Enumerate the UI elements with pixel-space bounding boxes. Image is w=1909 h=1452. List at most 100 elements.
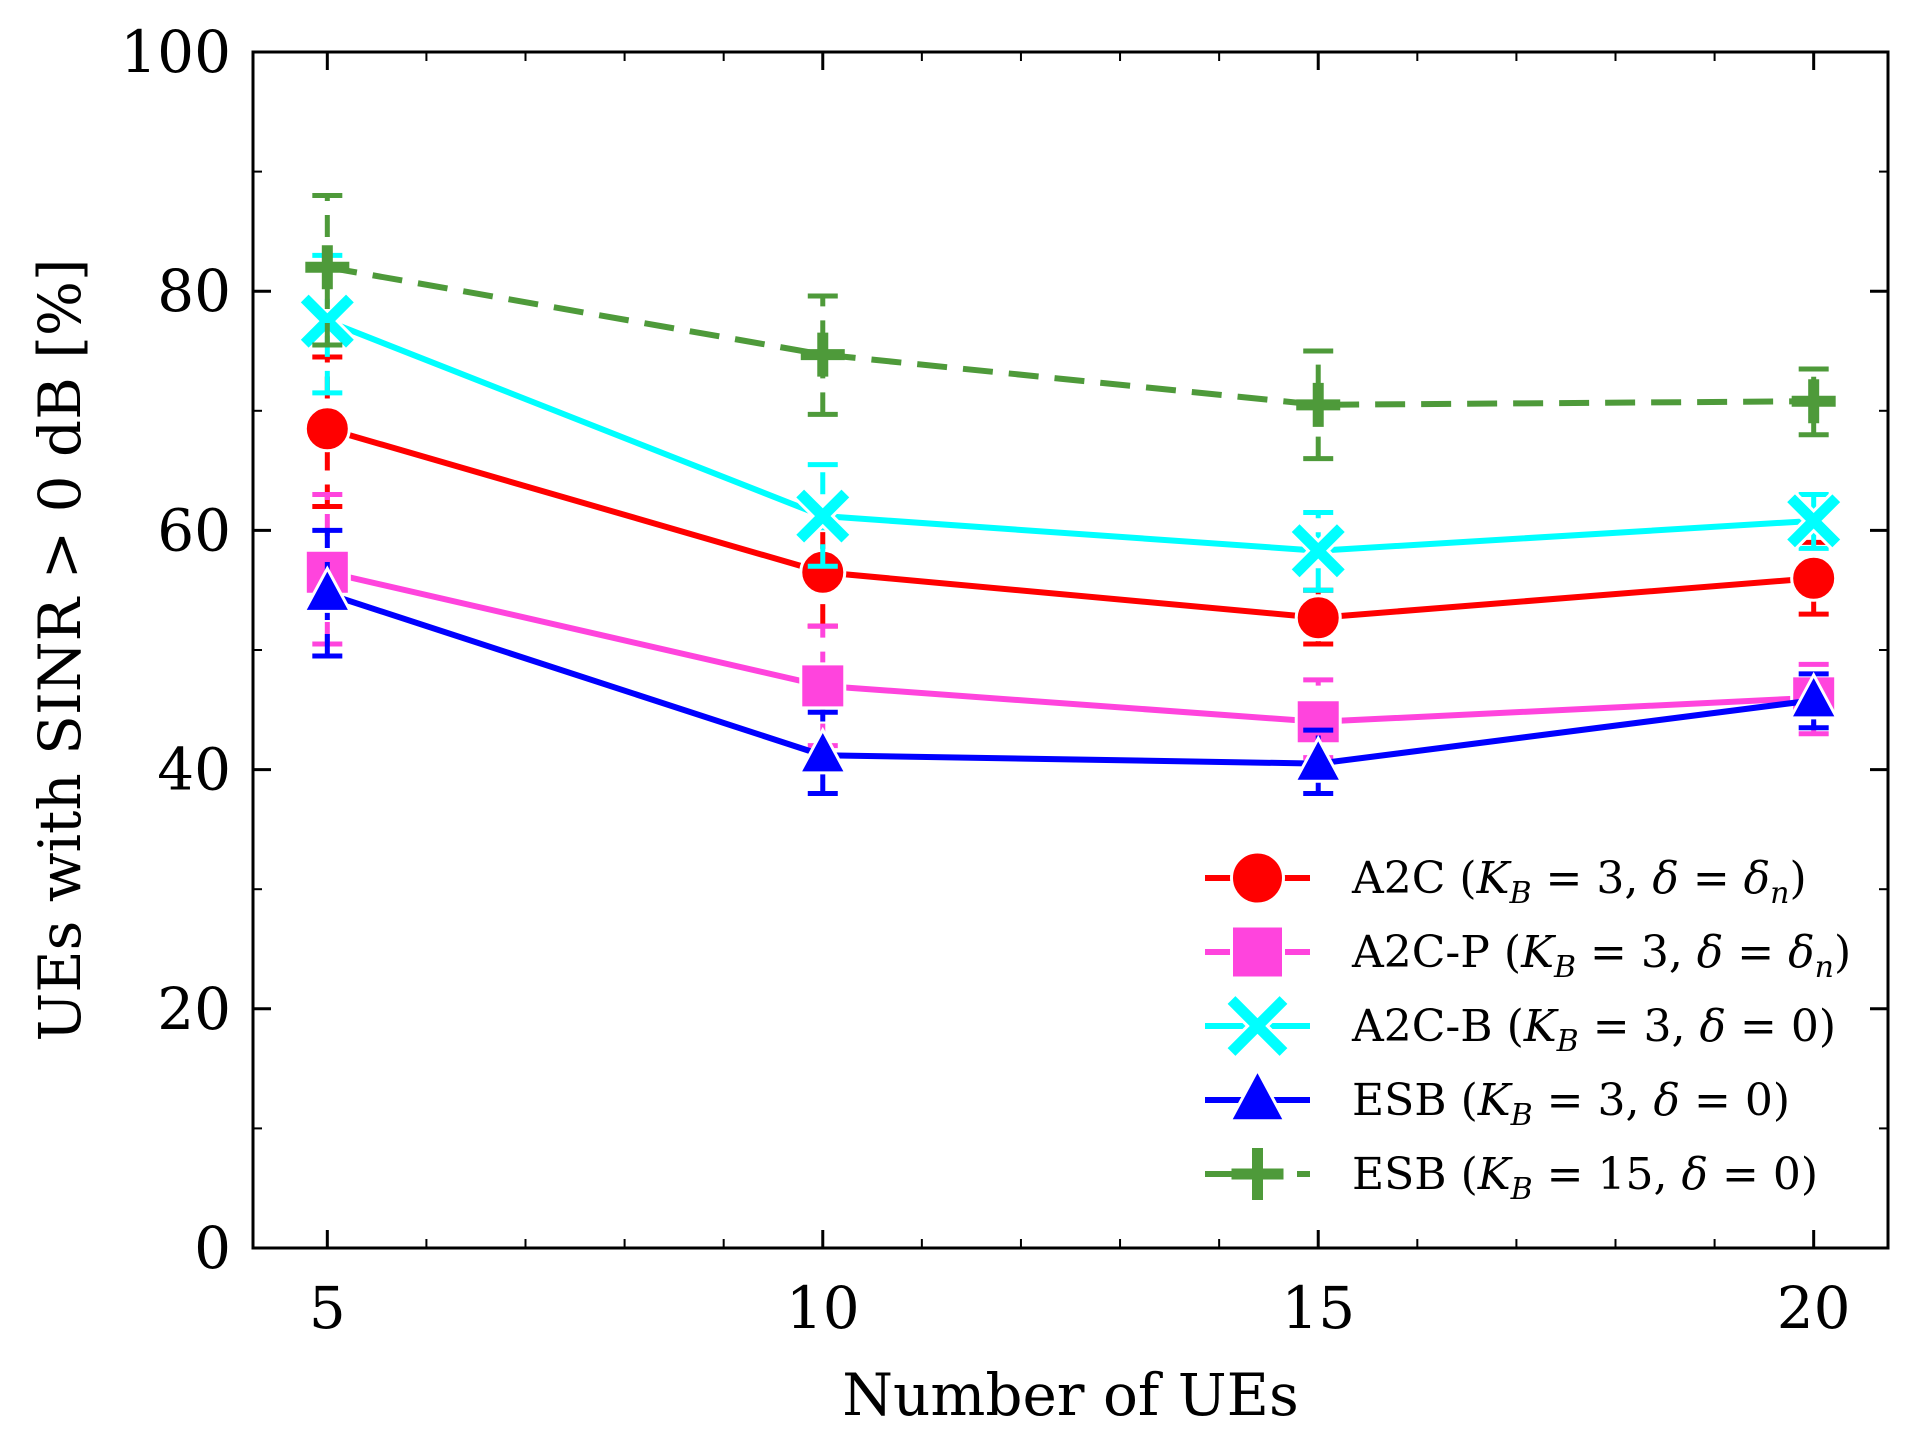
data-point xyxy=(1790,554,1838,602)
y-tick-label: 80 xyxy=(157,257,231,325)
legend-label-part: B xyxy=(1510,1098,1533,1133)
legend-label-part: = xyxy=(1708,1149,1773,1200)
data-point xyxy=(800,332,845,377)
series-line xyxy=(326,425,1814,621)
x-tick-label: 20 xyxy=(1777,1274,1851,1342)
legend-label-part: 0 xyxy=(1791,1001,1819,1052)
data-point xyxy=(792,485,854,547)
x-tick-label: 15 xyxy=(1281,1274,1355,1342)
legend-label-part: ) xyxy=(1834,927,1851,978)
marker-stroke xyxy=(1787,494,1841,548)
series-layer xyxy=(296,193,1845,797)
y-tick-label: 100 xyxy=(120,18,231,86)
legend-marker xyxy=(1223,991,1292,1061)
legend-label-part: n xyxy=(1770,876,1789,911)
legend-label-part: δ xyxy=(1744,853,1771,904)
legend-entry: A2C (KB = 3, δ = δn) xyxy=(1205,850,1807,911)
legend-label-part: ) xyxy=(1801,1149,1818,1200)
legend: A2C (KB = 3, δ = δn)A2C-P (KB = 3, δ = δ… xyxy=(1205,850,1851,1207)
data-point xyxy=(1292,735,1344,783)
legend-label-part: K xyxy=(1520,927,1556,978)
legend-label-part: = 3, xyxy=(1579,1001,1700,1052)
legend-entry: ESB (KB = 3, δ = 0) xyxy=(1205,1066,1790,1133)
series-3 xyxy=(301,527,1840,797)
data-point xyxy=(799,662,847,710)
legend-entry: A2C-P (KB = 3, δ = δn) xyxy=(1205,924,1851,985)
legend-label-part: A2C ( xyxy=(1351,853,1477,904)
legend-label-part: K xyxy=(1523,1001,1559,1052)
series-line xyxy=(326,264,1814,408)
legend-label-part: A2C-P ( xyxy=(1351,927,1521,978)
legend-label-part: ESB ( xyxy=(1352,1075,1478,1126)
error-bar xyxy=(807,293,838,417)
legend-label-part: δ xyxy=(1700,1001,1727,1052)
legend-label-part: 0 xyxy=(1745,1075,1773,1126)
legend-label-part: = 15, xyxy=(1533,1149,1682,1200)
legend-label-part: δ xyxy=(1697,927,1724,978)
legend-label: A2C-P (KB = 3, δ = δn) xyxy=(1351,927,1851,985)
legend-label-part: B xyxy=(1553,950,1576,985)
legend-label-part: n xyxy=(1815,950,1834,985)
legend-label-part: ) xyxy=(1790,853,1807,904)
legend-label-part: K xyxy=(1477,1075,1513,1126)
legend-label-part: B xyxy=(1508,876,1531,911)
legend-label-part: ) xyxy=(1773,1075,1790,1126)
series-2 xyxy=(296,252,1845,593)
data-point xyxy=(1294,594,1342,642)
legend-label-part: 0 xyxy=(1773,1149,1801,1200)
legend-label-part: δ xyxy=(1788,927,1815,978)
error-bar xyxy=(312,527,343,659)
data-point xyxy=(1782,490,1845,552)
legend-label: A2C (KB = 3, δ = δn) xyxy=(1351,853,1807,911)
x-tick-label: 5 xyxy=(309,1274,346,1342)
legend-label: A2C-B (KB = 3, δ = 0) xyxy=(1351,1001,1836,1059)
data-point xyxy=(303,405,351,453)
legend-label-part: = 3, xyxy=(1576,927,1697,978)
marker-stroke xyxy=(1291,524,1345,578)
series-line xyxy=(326,318,1814,554)
legend-label: ESB (KB = 3, δ = 0) xyxy=(1352,1075,1790,1133)
data-point xyxy=(296,290,359,352)
y-tick-label: 0 xyxy=(194,1214,231,1282)
legend-label-part: = xyxy=(1726,1001,1791,1052)
legend-label-part: δ xyxy=(1653,1075,1680,1126)
legend-marker xyxy=(1230,924,1285,980)
data-point xyxy=(1287,520,1349,582)
legend-label-part: = xyxy=(1679,853,1744,904)
error-bar xyxy=(1798,492,1829,551)
data-point xyxy=(1788,671,1840,720)
legend-label-part: B xyxy=(1510,1172,1533,1207)
marker-stroke xyxy=(1227,996,1288,1056)
y-tick-label: 60 xyxy=(157,496,231,564)
legend-label-part: = 3, xyxy=(1532,853,1653,904)
data-point xyxy=(1791,379,1836,424)
legend-label-part: K xyxy=(1476,853,1512,904)
legend-label-part: δ xyxy=(1681,1149,1708,1200)
legend-label-part: = xyxy=(1723,927,1788,978)
legend-label-part: = xyxy=(1680,1075,1745,1126)
x-axis-label: Number of UEs xyxy=(842,1361,1299,1429)
plot-frame xyxy=(251,50,1890,1250)
legend-label-part: = 3, xyxy=(1533,1075,1654,1126)
marker-stroke xyxy=(300,294,354,348)
axis-ticks: 5 10 15 20 0 20 40 60 80 100 xyxy=(120,18,1888,1342)
legend-label-part: ESB ( xyxy=(1352,1149,1478,1200)
data-point xyxy=(797,726,849,775)
legend-label-part: K xyxy=(1477,1149,1513,1200)
legend-label: ESB (KB = 15, δ = 0) xyxy=(1352,1149,1818,1207)
legend-label-part: B xyxy=(1556,1024,1579,1059)
legend-entry: ESB (KB = 15, δ = 0) xyxy=(1205,1148,1818,1207)
legend-label-part: δ xyxy=(1652,853,1679,904)
legend-marker xyxy=(1230,850,1285,906)
y-axis-label: UEs with SINR > 0 dB [%] xyxy=(26,258,94,1041)
legend-label-part: A2C-B ( xyxy=(1351,1001,1524,1052)
series-4 xyxy=(305,193,1836,462)
marker-stroke xyxy=(796,489,850,543)
legend-entry: A2C-B (KB = 3, δ = 0) xyxy=(1205,991,1836,1061)
data-point xyxy=(1296,382,1341,427)
legend-marker xyxy=(1231,1148,1284,1200)
legend-label-part: ) xyxy=(1819,1001,1836,1052)
y-tick-label: 20 xyxy=(157,975,231,1043)
series-line xyxy=(326,569,1814,725)
